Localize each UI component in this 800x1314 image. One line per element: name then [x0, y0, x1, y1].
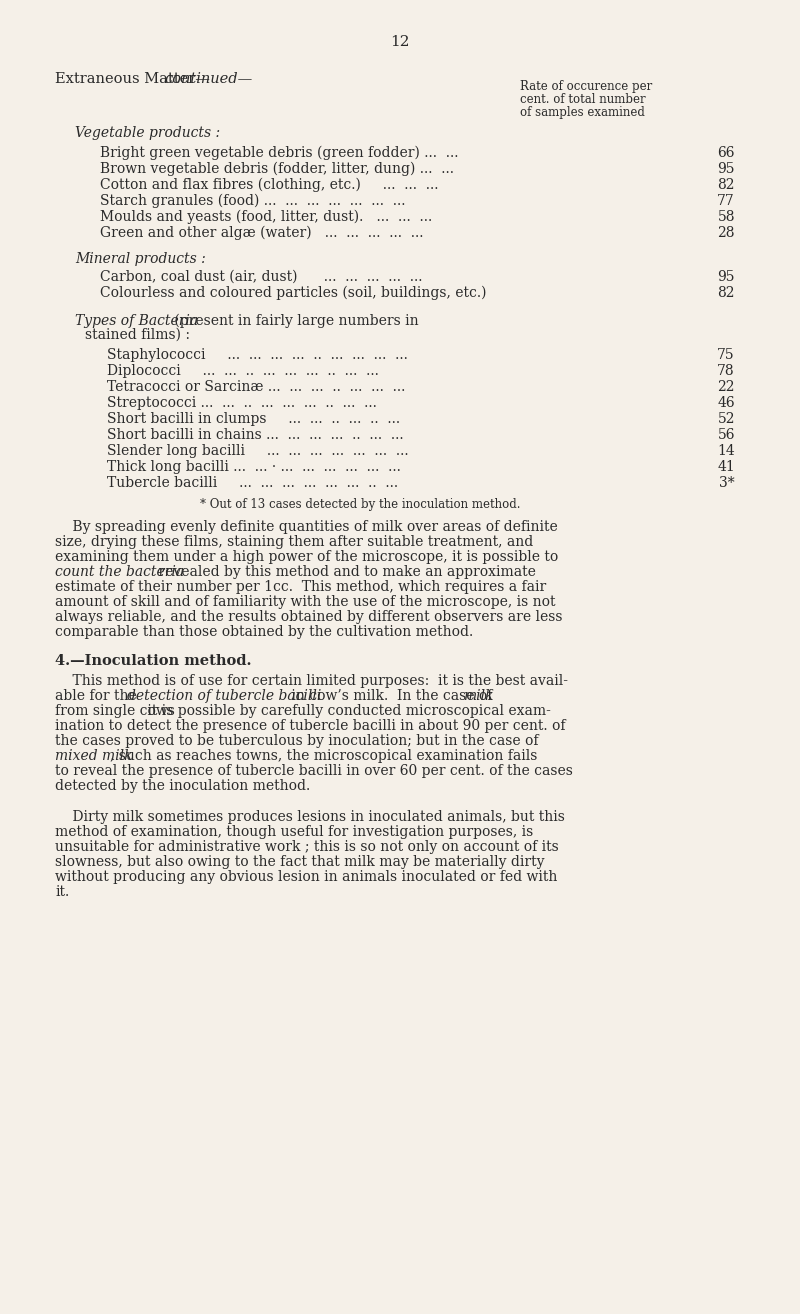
Text: Vegetable products :: Vegetable products : — [75, 126, 220, 141]
Text: 78: 78 — [718, 364, 735, 378]
Text: Cotton and flax fibres (clothing, etc.)     ...  ...  ...: Cotton and flax fibres (clothing, etc.) … — [100, 177, 438, 192]
Text: it.: it. — [55, 886, 70, 899]
Text: * Out of 13 cases detected by the inoculation method.: * Out of 13 cases detected by the inocul… — [200, 498, 521, 511]
Text: milk: milk — [463, 689, 494, 703]
Text: stained films) :: stained films) : — [85, 328, 190, 342]
Text: Green and other algæ (water)   ...  ...  ...  ...  ...: Green and other algæ (water) ... ... ...… — [100, 226, 423, 240]
Text: 82: 82 — [718, 286, 735, 300]
Text: ination to detect the presence of tubercle bacilli in about 90 per cent. of: ination to detect the presence of tuberc… — [55, 719, 566, 733]
Text: 12: 12 — [390, 35, 410, 49]
Text: to reveal the presence of tubercle bacilli in over 60 per cent. of the cases: to reveal the presence of tubercle bacil… — [55, 763, 573, 778]
Text: unsuitable for administrative work ; this is so not only on account of its: unsuitable for administrative work ; thi… — [55, 840, 558, 854]
Text: 95: 95 — [718, 162, 735, 176]
Text: method of examination, though useful for investigation purposes, is: method of examination, though useful for… — [55, 825, 534, 840]
Text: count the bacteria: count the bacteria — [55, 565, 184, 579]
Text: 95: 95 — [718, 269, 735, 284]
Text: 28: 28 — [718, 226, 735, 240]
Text: continued—: continued— — [165, 72, 253, 85]
Text: Short bacilli in clumps     ...  ...  ..  ...  ..  ...: Short bacilli in clumps ... ... .. ... .… — [107, 413, 400, 426]
Text: in cow’s milk.  In the case of: in cow’s milk. In the case of — [287, 689, 497, 703]
Text: 52: 52 — [718, 413, 735, 426]
Text: Diplococci     ...  ...  ..  ...  ...  ...  ..  ...  ...: Diplococci ... ... .. ... ... ... .. ...… — [107, 364, 379, 378]
Text: estimate of their number per 1cc.  This method, which requires a fair: estimate of their number per 1cc. This m… — [55, 579, 546, 594]
Text: Types of Bacteria: Types of Bacteria — [75, 314, 198, 328]
Text: By spreading evenly definite quantities of milk over areas of definite: By spreading evenly definite quantities … — [55, 520, 558, 533]
Text: examining them under a high power of the microscope, it is possible to: examining them under a high power of the… — [55, 551, 558, 564]
Text: Extraneous Matter—: Extraneous Matter— — [55, 72, 210, 85]
Text: 66: 66 — [718, 146, 735, 160]
Text: amount of skill and of familiarity with the use of the microscope, is not: amount of skill and of familiarity with … — [55, 595, 555, 608]
Text: without producing any obvious lesion in animals inoculated or fed with: without producing any obvious lesion in … — [55, 870, 558, 884]
Text: Brown vegetable debris (fodder, litter, dung) ...  ...: Brown vegetable debris (fodder, litter, … — [100, 162, 454, 176]
Text: the cases proved to be tuberculous by inoculation; but in the case of: the cases proved to be tuberculous by in… — [55, 735, 538, 748]
Text: Mineral products :: Mineral products : — [75, 252, 206, 265]
Text: 46: 46 — [718, 396, 735, 410]
Text: Thick long bacilli ...  ... · ...  ...  ...  ...  ...  ...: Thick long bacilli ... ... · ... ... ...… — [107, 460, 401, 474]
Text: detection of tubercle bacilli: detection of tubercle bacilli — [126, 689, 321, 703]
Text: Rate of occurence per: Rate of occurence per — [520, 80, 652, 93]
Text: cent. of total number: cent. of total number — [520, 93, 646, 106]
Text: 41: 41 — [718, 460, 735, 474]
Text: Colourless and coloured particles (soil, buildings, etc.): Colourless and coloured particles (soil,… — [100, 286, 486, 301]
Text: 4.—Inoculation method.: 4.—Inoculation method. — [55, 654, 251, 668]
Text: This method is of use for certain limited purposes:  it is the best avail-: This method is of use for certain limite… — [55, 674, 568, 689]
Text: 82: 82 — [718, 177, 735, 192]
Text: from single cows: from single cows — [55, 704, 175, 717]
Text: revealed by this method and to make an approximate: revealed by this method and to make an a… — [154, 565, 536, 579]
Text: Dirty milk sometimes produces lesions in inoculated animals, but this: Dirty milk sometimes produces lesions in… — [55, 809, 565, 824]
Text: Moulds and yeasts (food, litter, dust).   ...  ...  ...: Moulds and yeasts (food, litter, dust). … — [100, 210, 432, 225]
Text: 75: 75 — [718, 348, 735, 361]
Text: Tetracocci or Sarcinæ ...  ...  ...  ..  ...  ...  ...: Tetracocci or Sarcinæ ... ... ... .. ...… — [107, 380, 406, 394]
Text: 77: 77 — [718, 194, 735, 208]
Text: 58: 58 — [718, 210, 735, 223]
Text: (present in fairly large numbers in: (present in fairly large numbers in — [170, 314, 419, 328]
Text: Slender long bacilli     ...  ...  ...  ...  ...  ...  ...: Slender long bacilli ... ... ... ... ...… — [107, 444, 409, 459]
Text: size, drying these films, staining them after suitable treatment, and: size, drying these films, staining them … — [55, 535, 534, 549]
Text: 22: 22 — [718, 380, 735, 394]
Text: slowness, but also owing to the fact that milk may be materially dirty: slowness, but also owing to the fact tha… — [55, 855, 545, 869]
Text: Streptococci ...  ...  ..  ...  ...  ...  ..  ...  ...: Streptococci ... ... .. ... ... ... .. .… — [107, 396, 377, 410]
Text: always reliable, and the results obtained by different observers are less: always reliable, and the results obtaine… — [55, 610, 562, 624]
Text: comparable than those obtained by the cultivation method.: comparable than those obtained by the cu… — [55, 625, 474, 639]
Text: Tubercle bacilli     ...  ...  ...  ...  ...  ...  ..  ...: Tubercle bacilli ... ... ... ... ... ...… — [107, 476, 398, 490]
Text: 3*: 3* — [719, 476, 735, 490]
Text: Staphylococci     ...  ...  ...  ...  ..  ...  ...  ...  ...: Staphylococci ... ... ... ... .. ... ...… — [107, 348, 408, 361]
Text: Carbon, coal dust (air, dust)      ...  ...  ...  ...  ...: Carbon, coal dust (air, dust) ... ... ..… — [100, 269, 422, 284]
Text: detected by the inoculation method.: detected by the inoculation method. — [55, 779, 310, 794]
Text: of samples examined: of samples examined — [520, 106, 645, 120]
Text: Starch granules (food) ...  ...  ...  ...  ...  ...  ...: Starch granules (food) ... ... ... ... .… — [100, 194, 406, 209]
Text: 56: 56 — [718, 428, 735, 442]
Text: Short bacilli in chains ...  ...  ...  ...  ..  ...  ...: Short bacilli in chains ... ... ... ... … — [107, 428, 404, 442]
Text: Bright green vegetable debris (green fodder) ...  ...: Bright green vegetable debris (green fod… — [100, 146, 458, 160]
Text: 14: 14 — [718, 444, 735, 459]
Text: , such as reaches towns, the microscopical examination fails: , such as reaches towns, the microscopic… — [110, 749, 538, 763]
Text: able for the: able for the — [55, 689, 141, 703]
Text: it is possible by carefully conducted microscopical exam-: it is possible by carefully conducted mi… — [143, 704, 551, 717]
Text: mixed milk: mixed milk — [55, 749, 133, 763]
